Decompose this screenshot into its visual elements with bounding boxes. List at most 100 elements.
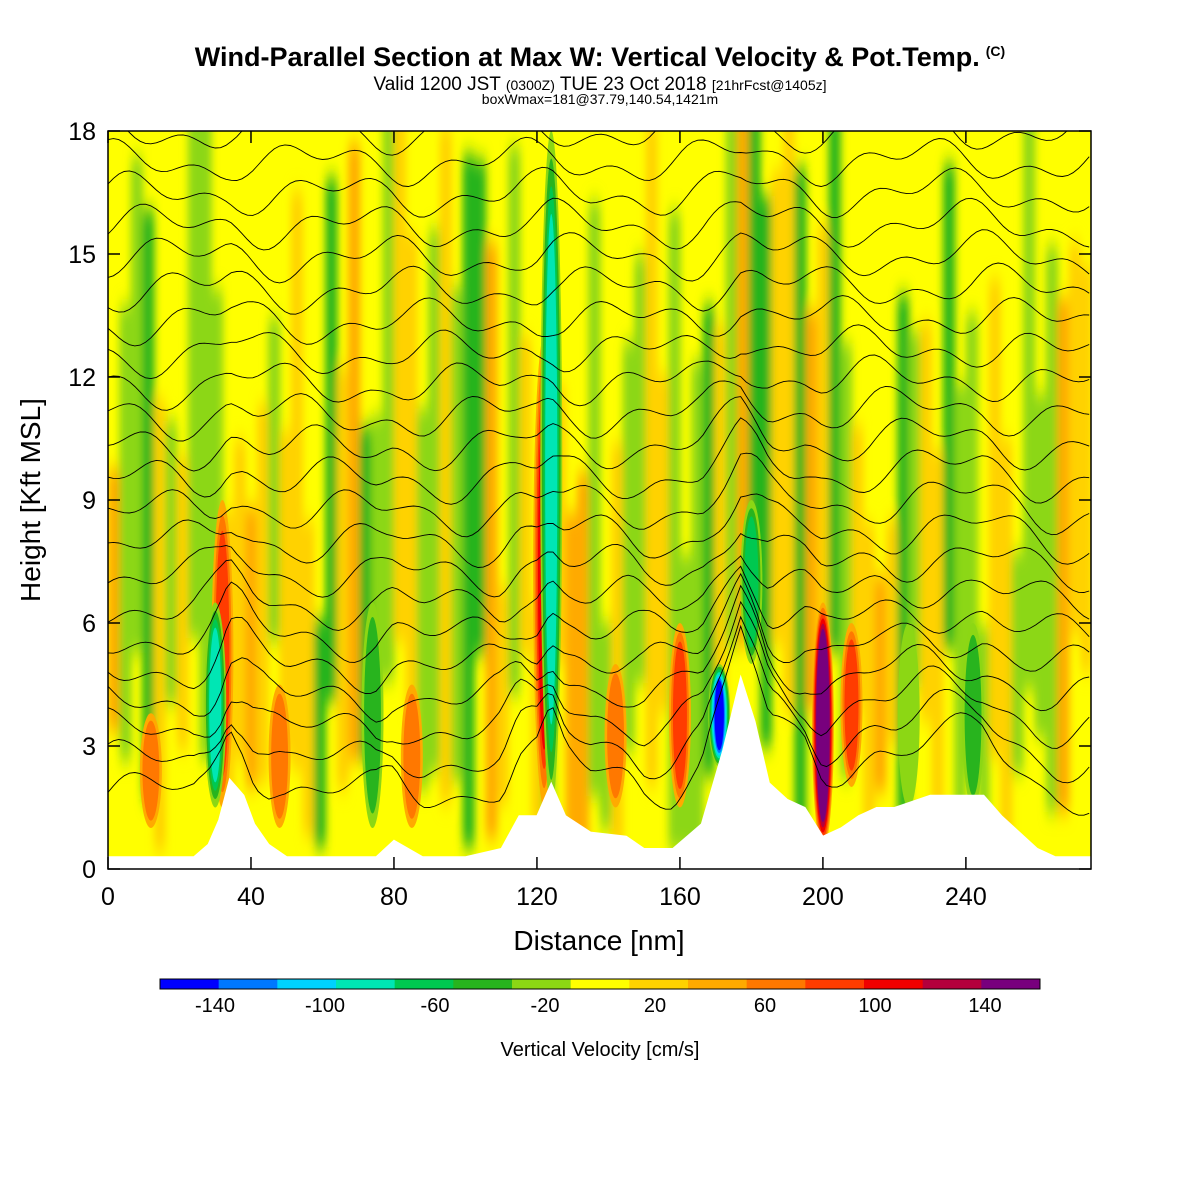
velocity-streak — [199, 131, 212, 760]
velocity-streak — [634, 255, 647, 683]
theta-contour — [108, 600, 1090, 749]
x-tick-label: 80 — [380, 883, 408, 911]
colorbar-bin — [629, 979, 689, 989]
velocity-streak — [382, 131, 395, 681]
x-tick-label: 120 — [516, 883, 558, 911]
colorbar-frame — [159, 978, 1041, 990]
downdraft-core — [746, 524, 757, 640]
updraft-core — [145, 727, 157, 814]
velocity-streak — [393, 131, 407, 641]
colorbar-tick-label: -140 — [195, 995, 235, 1017]
theta-contour — [108, 396, 1090, 472]
velocity-streak — [1080, 263, 1091, 672]
theta-contour — [108, 380, 1090, 442]
colorbar-bin — [160, 979, 220, 989]
downdraft-core — [715, 682, 723, 748]
x-tick-label: 200 — [802, 883, 844, 911]
velocity-cores — [139, 131, 985, 849]
theta-contour — [108, 584, 1090, 723]
velocity-streak — [508, 146, 521, 696]
velocity-streak — [1068, 242, 1081, 636]
velocity-streak — [279, 432, 292, 754]
colorbar-bin — [218, 979, 278, 989]
velocity-streak — [576, 473, 590, 854]
updraft-core — [405, 702, 418, 810]
valid-time-prefix: Valid 1200 JST — [373, 74, 501, 95]
valid-date: TUE 23 Oct 2018 — [559, 74, 707, 95]
copyright-mark: (C) — [985, 43, 1006, 59]
colorbar-tick-label: 100 — [858, 995, 891, 1017]
theta-contour — [108, 572, 1090, 694]
velocity-streak — [622, 342, 635, 752]
x-tick-label: 160 — [659, 883, 701, 911]
theta-contour — [108, 136, 1090, 187]
theta-contour — [108, 555, 1090, 631]
colorbar-bin — [746, 979, 806, 989]
velocity-streak — [1045, 246, 1059, 812]
theta-contour — [108, 452, 1090, 538]
x-tick-label: 40 — [237, 883, 265, 911]
velocity-streak — [782, 131, 796, 713]
colorbar-bin — [805, 979, 865, 989]
velocity-streak — [771, 170, 784, 644]
colorbar-bin — [512, 979, 572, 989]
updraft-core — [674, 650, 685, 780]
velocity-streak — [657, 374, 670, 712]
downdraft-core — [901, 639, 917, 791]
colorbar-bin — [570, 979, 630, 989]
velocity-streak — [496, 586, 510, 804]
colorbar-tick-label: -60 — [421, 995, 450, 1017]
theta-contour — [108, 295, 1090, 347]
colorbar-bin — [277, 979, 337, 989]
velocity-streak — [862, 524, 876, 828]
velocity-streak — [828, 131, 841, 652]
potential-temperature-contours — [108, 131, 1090, 816]
colorbar-title: Vertical Velocity [cm/s] — [501, 1039, 700, 1061]
theta-contour — [108, 166, 1090, 218]
colorbar: -140 -100 -60 -20 20 60 100 140 — [159, 978, 1041, 1017]
plot-area — [108, 131, 1091, 869]
velocity-streak — [233, 439, 246, 760]
velocity-streak — [416, 408, 429, 790]
downdraft-core — [546, 241, 556, 697]
velocity-streak — [474, 160, 487, 655]
title-main: Wind-Parallel Section at Max W: Vertical… — [194, 42, 980, 72]
y-tick-label: 3 — [82, 733, 96, 761]
velocity-streak — [119, 305, 132, 760]
box-wmax-info: boxWmax=181@37.79,140.54,1421m — [481, 91, 719, 107]
terrain-profile — [108, 674, 1091, 869]
velocity-streak — [691, 361, 704, 862]
colorbar-tick-label: -100 — [305, 995, 345, 1017]
y-tick-label: 15 — [68, 241, 96, 269]
theta-contour — [108, 624, 1090, 816]
velocity-streak — [874, 575, 887, 792]
velocity-streak — [256, 405, 269, 783]
velocity-streak — [313, 618, 327, 847]
forecast-info: [21hrFcst@1405z] — [711, 77, 827, 93]
velocity-streak — [519, 337, 532, 656]
colorbar-tick-label: -20 — [531, 995, 560, 1017]
downdraft-core — [366, 631, 379, 800]
velocity-streak — [1057, 298, 1070, 813]
velocity-streak — [485, 242, 498, 839]
valid-time-utc: (0300Z) — [505, 77, 555, 93]
velocity-streak — [325, 178, 338, 702]
colorbar-bin — [394, 979, 454, 989]
velocity-streak — [268, 318, 281, 642]
velocity-streak — [645, 131, 658, 786]
theta-contour — [108, 229, 1090, 284]
velocity-streak — [943, 164, 956, 650]
velocity-streak — [405, 233, 418, 712]
velocity-streak — [130, 157, 144, 653]
velocity-streak — [176, 457, 189, 750]
theta-contour — [108, 354, 1090, 411]
velocity-streak — [588, 202, 601, 797]
y-tick-label: 18 — [68, 118, 96, 146]
x-tick-label: 0 — [101, 883, 115, 911]
velocity-streak — [1011, 552, 1024, 774]
velocity-streak — [794, 166, 807, 851]
velocity-streak — [885, 520, 898, 743]
x-axis: 0 40 80 120 160 200 240 — [101, 131, 987, 911]
x-axis-title: Distance [nm] — [513, 925, 684, 956]
